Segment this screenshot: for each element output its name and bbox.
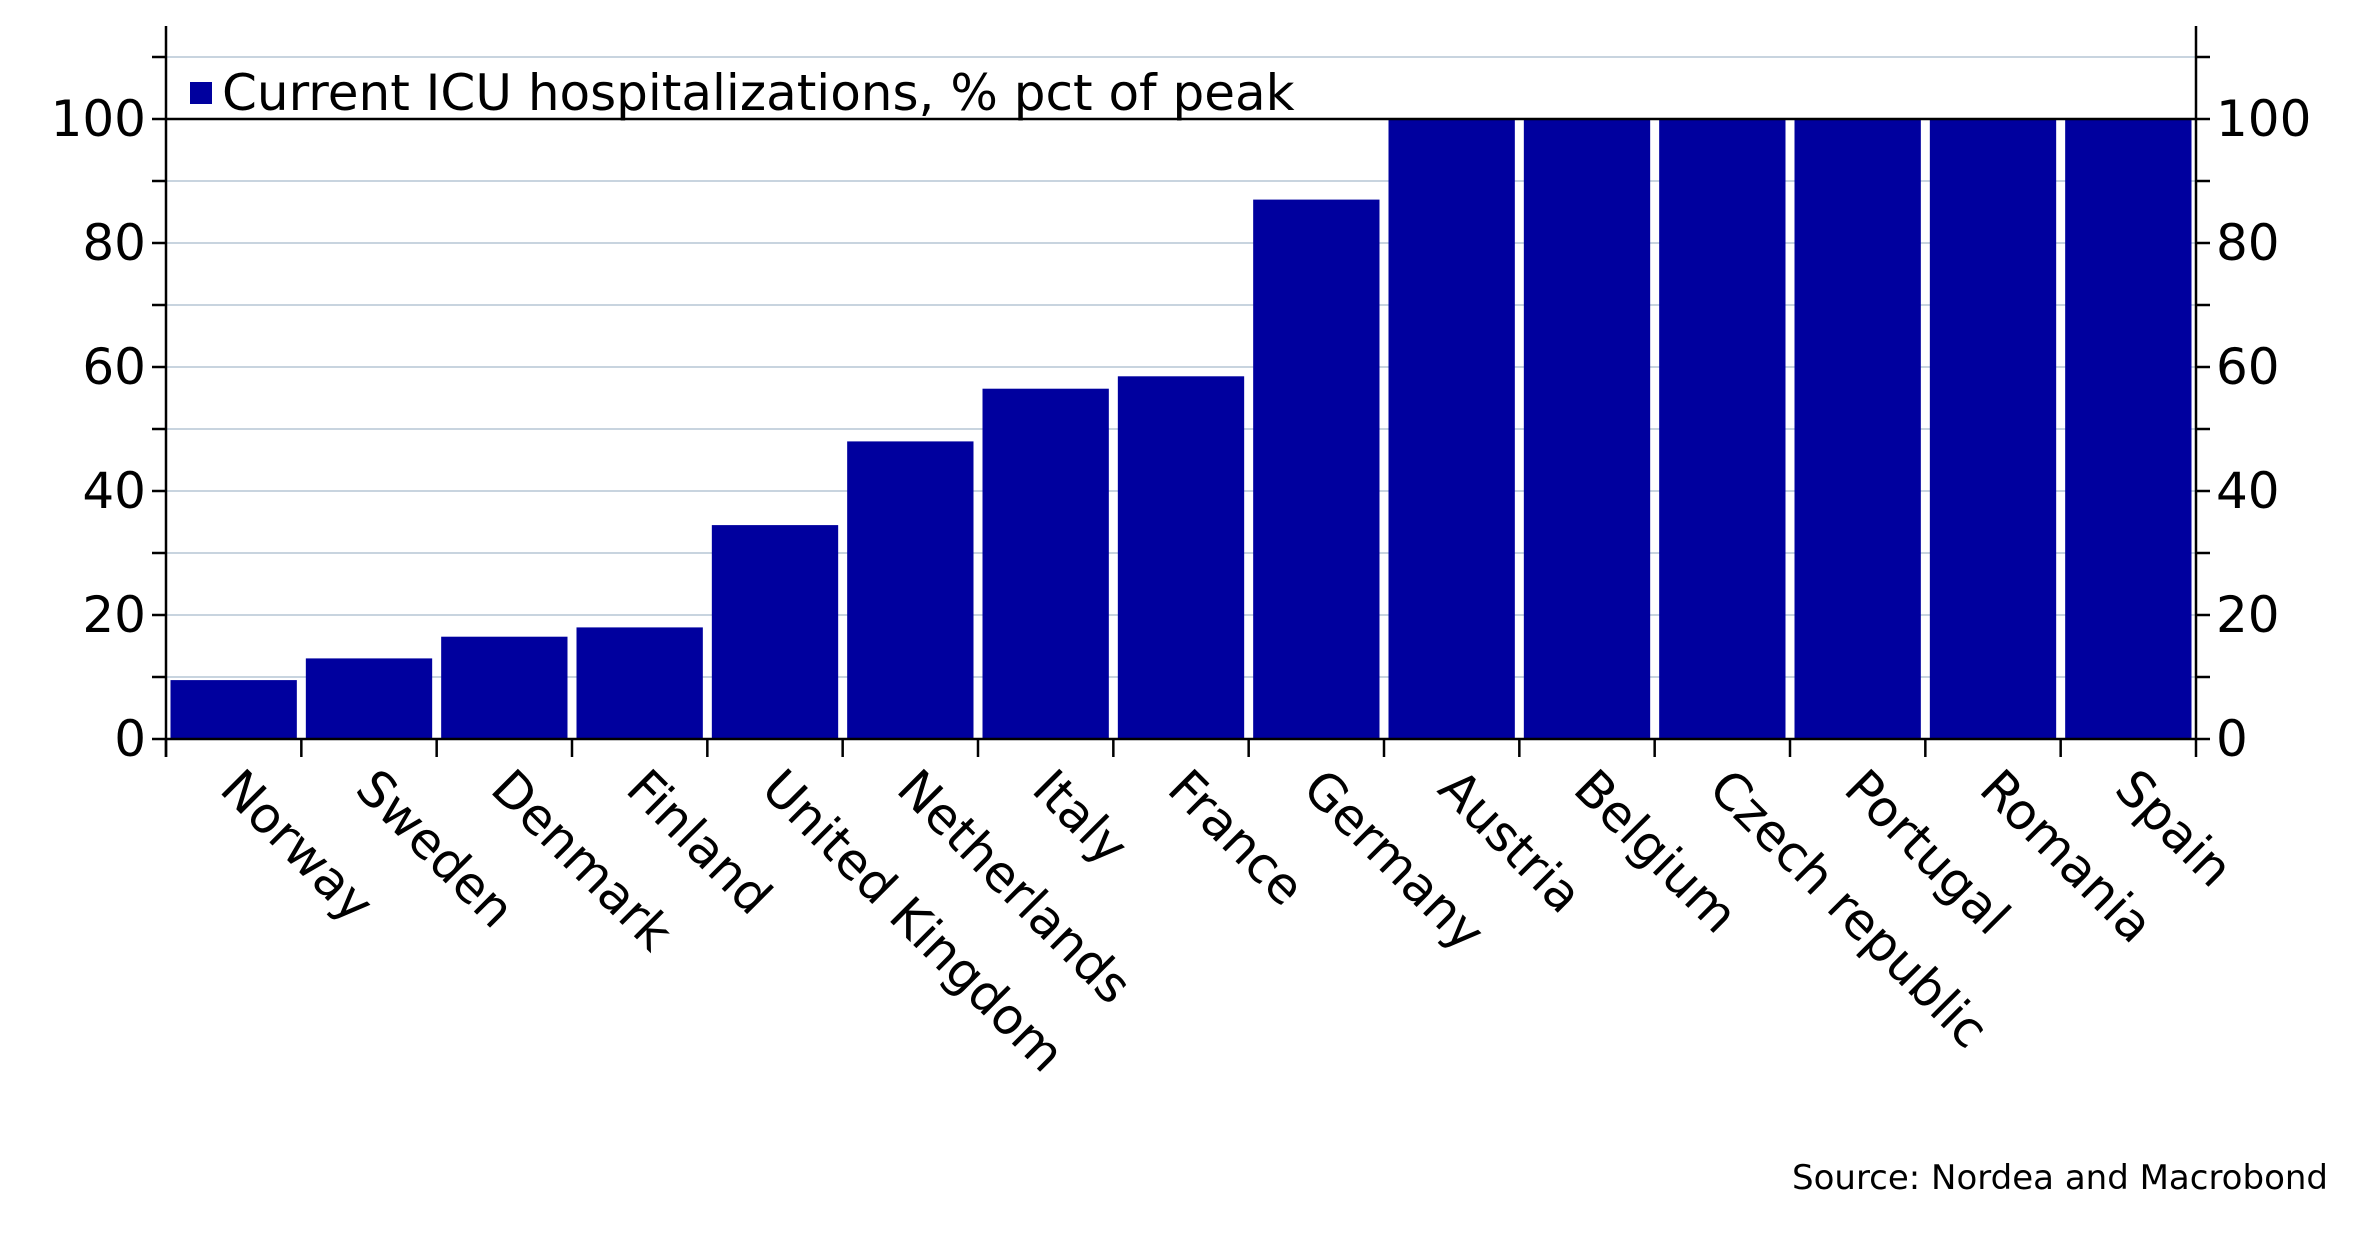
right-y-tick-label: 20 [2216, 586, 2280, 644]
bar-belgium [1523, 119, 1651, 739]
bar-romania [1929, 119, 2057, 739]
left-y-tick-label: 60 [82, 338, 146, 396]
right-y-tick-label: 80 [2216, 214, 2280, 272]
bar-italy [982, 388, 1109, 739]
bar-norway [170, 680, 297, 739]
source-note: Source: Nordea and Macrobond [1792, 1158, 2328, 1198]
left-y-tick-label: 0 [114, 710, 146, 768]
bar-czech-republic [1659, 119, 1786, 739]
left-y-tick-label: 100 [51, 90, 146, 148]
right-y-tick-label: 0 [2216, 710, 2248, 768]
x-tick-label: France [1157, 758, 1316, 917]
bar-netherlands [847, 441, 974, 739]
bar-portugal [1794, 119, 1921, 739]
bar-united-kingdom [711, 525, 839, 739]
right-y-tick-label: 40 [2216, 462, 2280, 520]
bar-germany [1253, 199, 1380, 740]
bar-france [1117, 376, 1245, 739]
bar-finland [576, 627, 703, 739]
left-y-tick-label: 20 [82, 586, 146, 644]
right-y-tick-label: 60 [2216, 338, 2280, 396]
bar-sweden [305, 658, 433, 739]
bar-denmark [441, 636, 568, 739]
right-y-tick-label: 100 [2216, 90, 2311, 148]
bar-spain [2065, 119, 2192, 739]
x-tick-label: Italy [1022, 758, 1140, 876]
x-tick-label: Netherlands [886, 758, 1143, 1015]
bar-austria [1388, 119, 1515, 739]
left-y-tick-label: 80 [82, 214, 146, 272]
left-y-tick-label: 40 [82, 462, 146, 520]
legend-label: Current ICU hospitalizations, % pct of p… [222, 64, 1295, 122]
legend-swatch [190, 82, 212, 104]
